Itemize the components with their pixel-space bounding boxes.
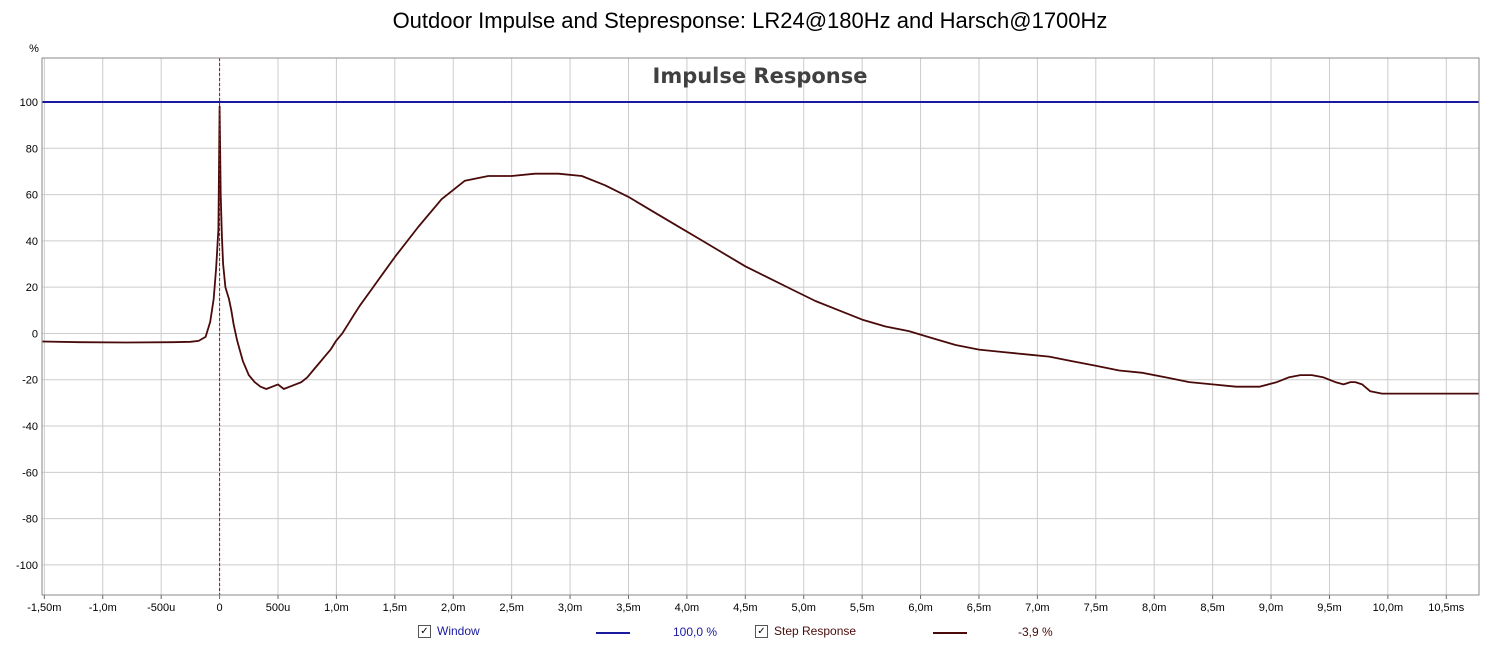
window-checkbox[interactable]: ✓ <box>418 624 431 638</box>
series-line-step <box>41 105 1479 395</box>
x-tick-label: 10,0m <box>1373 602 1404 614</box>
y-tick-label: 80 <box>26 143 38 155</box>
legend-item-step[interactable]: ✓ Step Response <box>755 624 856 638</box>
x-tick-labels: -1,50m -1,0m -500u 0 500u 1,0m 1,5m 2,0m 2,5m 3,0… <box>27 602 1465 614</box>
x-tick-label: 5,0m <box>791 602 815 614</box>
y-tick-label: -60 <box>22 467 38 479</box>
window-value: 100,0 % <box>673 625 718 639</box>
impulse-response-title: Impulse Response <box>653 64 868 88</box>
window-legend-swatch <box>596 632 630 634</box>
x-tick-label: -500u <box>147 602 175 614</box>
x-tick-label: 7,0m <box>1025 602 1049 614</box>
y-tick-label: -20 <box>22 375 38 387</box>
grid-layer <box>42 58 1479 599</box>
x-tick-label: 0 <box>217 602 223 614</box>
legend: ✓ Window 100,0 % ✓ Step Response -3,9 % <box>0 624 1500 642</box>
legend-item-window[interactable]: ✓ Window <box>418 624 480 638</box>
series-layer <box>41 58 1479 595</box>
x-tick-label: -1,0m <box>89 602 117 614</box>
x-tick-label: 3,5m <box>616 602 640 614</box>
y-tick-label: 20 <box>26 282 38 294</box>
x-tick-label: 9,5m <box>1317 602 1341 614</box>
step-legend-swatch <box>933 632 967 634</box>
x-tick-label: 2,0m <box>441 602 465 614</box>
y-tick-label: 60 <box>26 190 38 202</box>
x-tick-label: 4,5m <box>733 602 757 614</box>
x-tick-label: 10,5ms <box>1428 602 1465 614</box>
step-value: -3,9 % <box>1018 625 1053 639</box>
x-tick-label: 3,0m <box>558 602 582 614</box>
step-checkbox[interactable]: ✓ <box>755 624 768 638</box>
x-tick-label: 1,0m <box>324 602 348 614</box>
x-tick-label: 7,5m <box>1084 602 1108 614</box>
x-tick-label: 5,5m <box>850 602 874 614</box>
chart-title: Outdoor Impulse and Stepresponse: LR24@1… <box>392 8 1108 33</box>
y-tick-labels: 100 80 60 40 20 0 -20 -40 -60 -80 -100 <box>16 97 38 572</box>
plot-area <box>42 58 1479 595</box>
y-tick-label: 0 <box>32 328 38 340</box>
window-label: Window <box>437 624 480 638</box>
x-tick-label: 2,5m <box>499 602 523 614</box>
y-axis-unit: % <box>29 43 39 55</box>
y-tick-label: -100 <box>16 560 38 572</box>
plot-frame <box>41 57 1480 596</box>
y-tick-label: -40 <box>22 421 38 433</box>
x-tick-label: 4,0m <box>675 602 699 614</box>
x-tick-label: 8,5m <box>1200 602 1224 614</box>
y-tick-label: -80 <box>22 514 38 526</box>
x-tick-label: 500u <box>266 602 290 614</box>
x-tick-label: 6,0m <box>908 602 932 614</box>
step-label: Step Response <box>774 624 857 638</box>
x-tick-label: 9,0m <box>1259 602 1283 614</box>
x-tick-label: -1,50m <box>27 602 61 614</box>
y-tick-label: 40 <box>26 236 38 248</box>
x-tick-label: 6,5m <box>967 602 991 614</box>
x-tick-label: 1,5m <box>383 602 407 614</box>
y-tick-label: 100 <box>20 97 38 109</box>
x-tick-label: 8,0m <box>1142 602 1166 614</box>
